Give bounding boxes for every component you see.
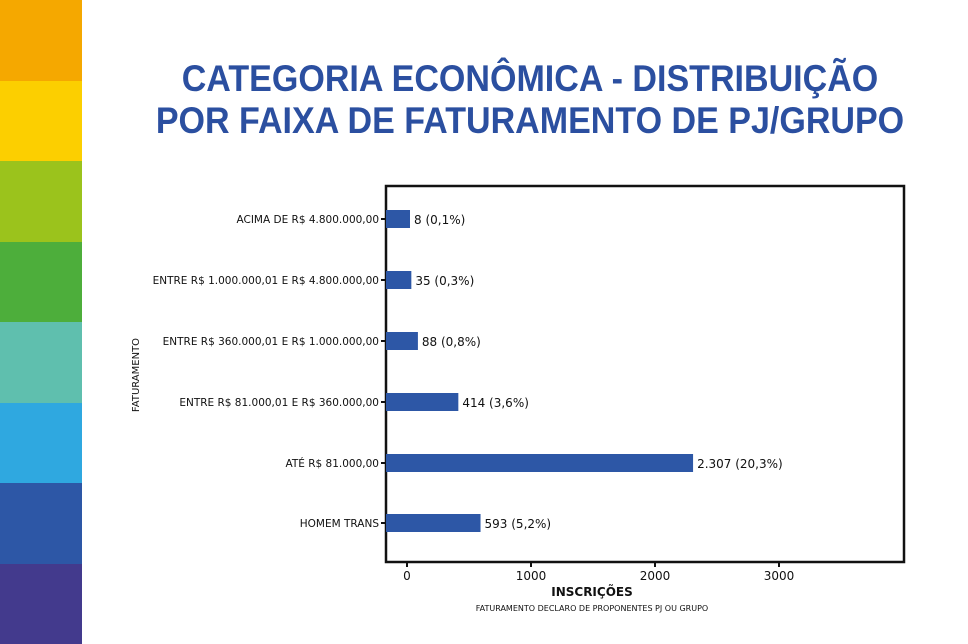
- y-tick-label: ATÉ R$ 81.000,00: [285, 457, 379, 470]
- y-tick-label: ENTRE R$ 360.000,01 E R$ 1.000.000,00: [163, 336, 379, 348]
- color-stripe: [0, 241, 82, 322]
- page-title: CATEGORIA ECONÔMICA - DISTRIBUIÇÃO POR F…: [134, 58, 925, 142]
- y-tick-label: HOMEM TRANS: [300, 518, 380, 530]
- data-label: 2.307 (20,3%): [697, 457, 783, 471]
- x-axis-label: INSCRIÇÕES: [551, 584, 633, 599]
- bar: [386, 454, 694, 472]
- y-tick-label: ENTRE R$ 81.000,01 E R$ 360.000,00: [179, 397, 379, 409]
- y-tick-label: ENTRE R$ 1.000.000,01 E R$ 4.800.000,00: [153, 275, 379, 287]
- title-line-2: POR FAIXA DE FATURAMENTO DE PJ/GRUPO: [155, 100, 905, 141]
- y-axis-label: FATURAMENTO: [131, 338, 142, 412]
- data-label: 35 (0,3%): [415, 274, 474, 288]
- data-label: 88 (0,8%): [422, 335, 481, 349]
- x-tick-label: 0: [403, 569, 411, 583]
- data-label: 414 (3,6%): [462, 396, 529, 410]
- color-stripes: [0, 0, 82, 644]
- color-stripe: [0, 80, 82, 161]
- bar: [386, 393, 459, 411]
- color-stripe: [0, 322, 82, 403]
- color-stripe: [0, 402, 82, 483]
- x-tick-label: 1000: [516, 569, 547, 583]
- data-label: 593 (5,2%): [485, 517, 552, 531]
- color-stripe: [0, 0, 82, 81]
- color-stripe: [0, 161, 82, 242]
- title-line-1: CATEGORIA ECONÔMICA - DISTRIBUIÇÃO: [181, 58, 879, 99]
- color-stripe: [0, 563, 82, 644]
- data-label: 8 (0,1%): [414, 213, 465, 227]
- bar: [386, 271, 412, 289]
- color-stripe: [0, 483, 82, 564]
- plot-frame: [384, 184, 906, 564]
- y-tick-label: ACIMA DE R$ 4.800.000,00: [236, 214, 379, 226]
- chart-caption: FATURAMENTO DECLARO DE PROPONENTES PJ OU…: [476, 604, 708, 613]
- bar: [386, 332, 418, 350]
- bar: [386, 210, 410, 228]
- x-tick-label: 2000: [640, 569, 671, 583]
- x-tick-label: 3000: [764, 569, 795, 583]
- bar: [386, 514, 481, 532]
